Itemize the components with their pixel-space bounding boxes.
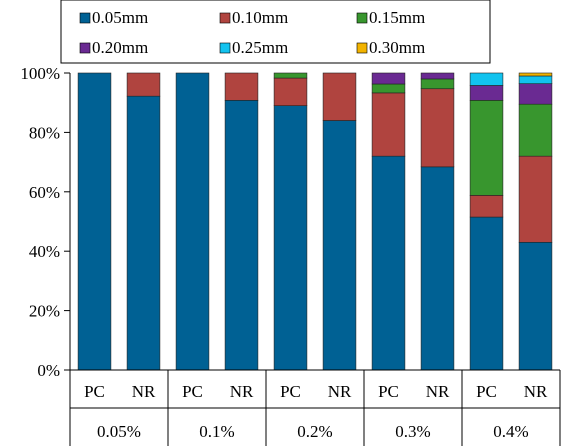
bar-segment-PC-5-0.05mm [273,105,308,371]
legend-label-0.15mm: 0.15mm [369,8,425,27]
category-label-PC: PC [476,382,497,401]
bar-segment-NR-10-0.30mm [518,72,553,77]
bar-segment-PC-5-0.10mm [273,77,308,106]
group-label-0.05%: 0.05% [97,422,141,441]
bar-segment-PC-7-0.05mm [371,155,406,371]
legend: 0.05mm 0.10mm 0.15mm 0.20mm 0.25mm 0.30mm [60,0,491,64]
y-tick-label: 100% [20,64,60,83]
bar-segment-NR-4-0.05mm [224,100,259,371]
legend-swatch-0.05mm [79,12,91,24]
bar-segment-PC-7-0.15mm [371,83,406,94]
y-tick-label: 20% [29,302,60,321]
category-label-PC: PC [84,382,105,401]
group-label-0.1%: 0.1% [199,422,234,441]
legend-swatch-0.10mm [219,12,231,24]
bar-segment-NR-6-0.10mm [322,72,357,121]
group-label-0.3%: 0.3% [395,422,430,441]
bar-segment-NR-8-0.10mm [420,88,455,168]
category-label-NR: NR [328,382,352,401]
category-label-NR: NR [426,382,450,401]
y-tick-label: 40% [29,242,60,261]
legend-box [60,0,491,64]
category-label-NR: NR [230,382,254,401]
bar-segment-NR-6-0.05mm [322,120,357,371]
bar-segment-NR-10-0.15mm [518,103,553,157]
group-label-0.4%: 0.4% [493,422,528,441]
y-tick-label: 60% [29,183,60,202]
bar-segment-PC-9-0.15mm [469,100,504,196]
bar-segment-NR-2-0.10mm [126,72,161,97]
category-label-PC: PC [280,382,301,401]
plot-area [77,72,553,371]
bar-segment-PC-9-0.25mm [469,72,504,86]
legend-swatch-0.20mm [79,42,91,54]
legend-swatch-0.30mm [356,42,368,54]
bar-segment-NR-4-0.10mm [224,72,259,101]
legend-swatch-0.15mm [356,12,368,24]
bar-segment-NR-8-0.05mm [420,166,455,371]
legend-label-0.10mm: 0.10mm [232,8,288,27]
bar-segment-PC-9-0.10mm [469,195,504,218]
bar-segment-NR-10-0.10mm [518,155,553,243]
bar-segment-PC-3-0.05mm [175,72,210,371]
bar-segment-PC-9-0.20mm [469,85,504,101]
bar-segment-PC-1-0.05mm [77,72,112,371]
legend-label-0.05mm: 0.05mm [92,8,148,27]
bar-segment-NR-8-0.15mm [420,78,455,90]
bar-segment-PC-7-0.20mm [371,72,406,85]
y-tick-label: 0% [37,361,60,380]
bar-segment-NR-10-0.20mm [518,83,553,105]
legend-label-0.30mm: 0.30mm [369,38,425,57]
bar-segment-PC-5-0.15mm [273,72,308,79]
bar-segment-NR-8-0.20mm [420,72,455,80]
legend-swatch-0.25mm [219,42,231,54]
category-label-PC: PC [378,382,399,401]
category-label-PC: PC [182,382,203,401]
bar-segment-PC-7-0.10mm [371,92,406,157]
category-label-NR: NR [524,382,548,401]
legend-label-0.25mm: 0.25mm [232,38,288,57]
axes: 0% 20% 40% 60% 80% 100% PC NR PC NR PC NR PC NR PC NR 0.… [20,64,561,446]
legend-label-0.20mm: 0.20mm [92,38,148,57]
group-label-0.2%: 0.2% [297,422,332,441]
bar-segment-NR-2-0.05mm [126,95,161,371]
bar-segment-NR-10-0.05mm [518,241,553,371]
y-tick-label: 80% [29,123,60,142]
category-label-NR: NR [132,382,156,401]
bar-segment-PC-9-0.05mm [469,216,504,371]
bar-segment-NR-10-0.25mm [518,75,553,84]
